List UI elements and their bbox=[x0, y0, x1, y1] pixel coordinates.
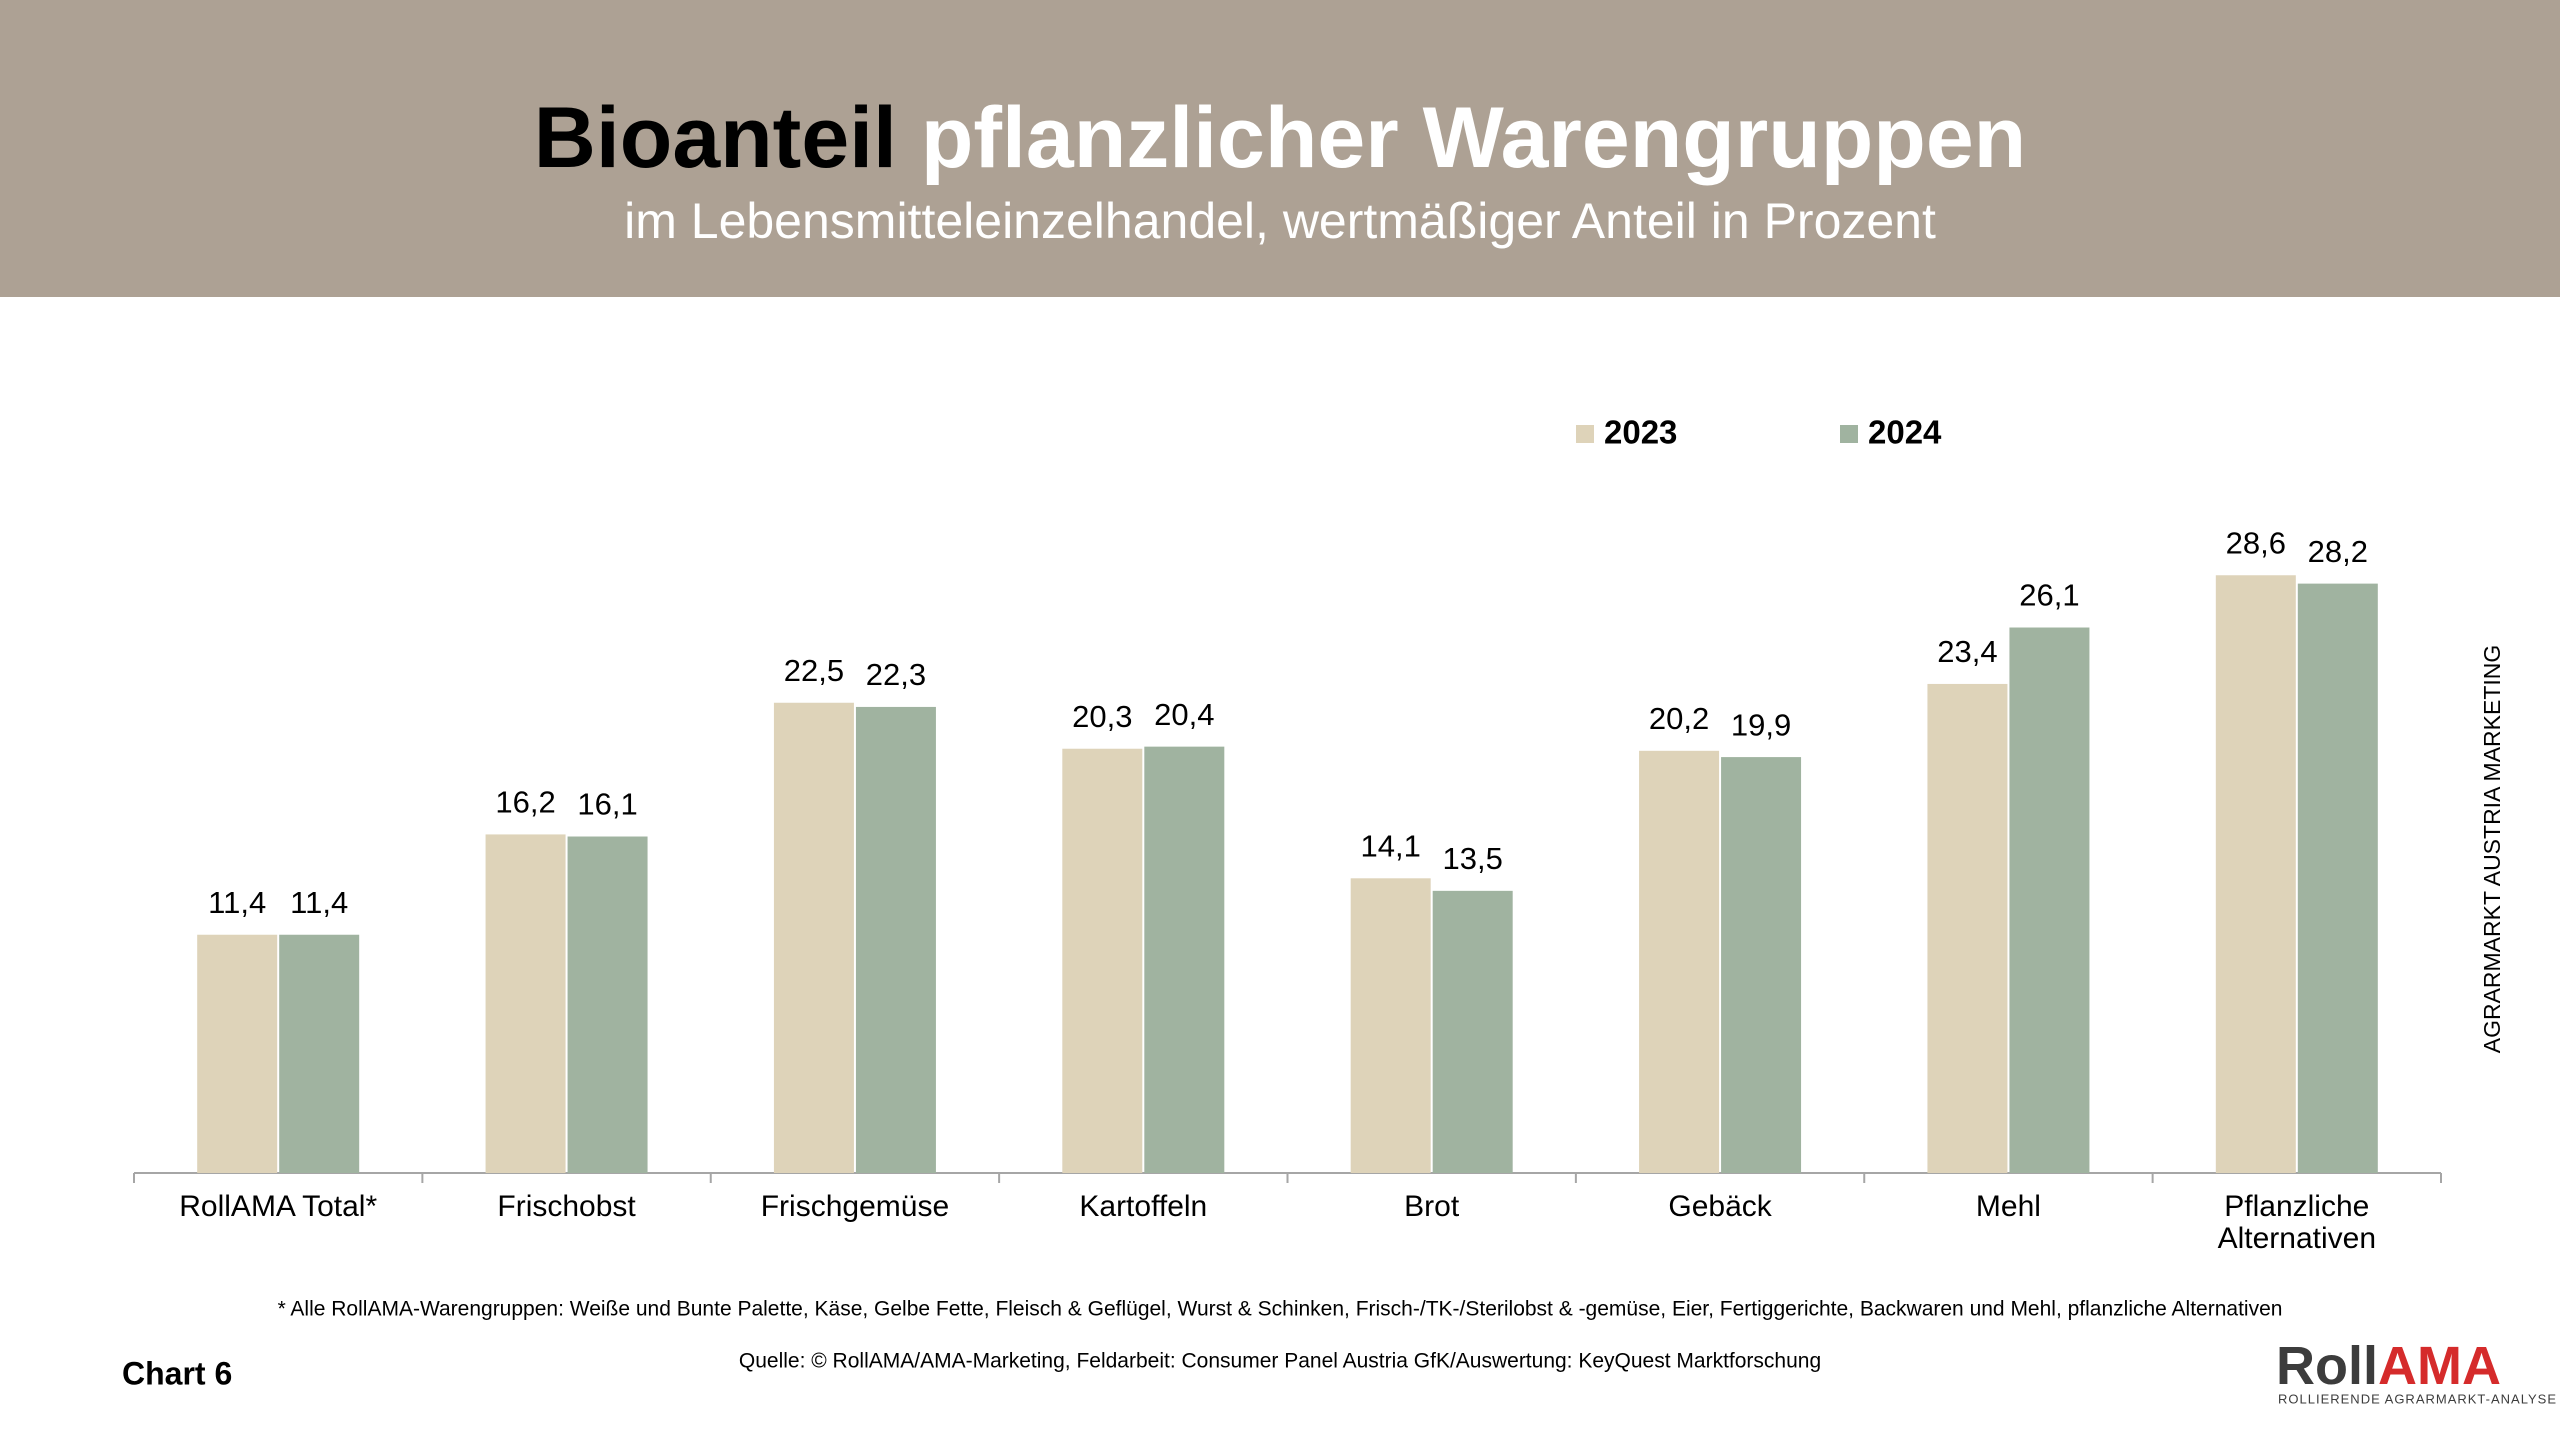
value-label: 19,9 bbox=[1731, 707, 1791, 742]
legend-label: 2024 bbox=[1868, 414, 1942, 451]
bar bbox=[2009, 627, 2090, 1173]
x-tick-label: RollAMA Total* bbox=[179, 1190, 378, 1223]
x-tick-label: Pflanzliche Alternativen bbox=[2217, 1190, 2377, 1255]
header-band bbox=[0, 0, 2560, 297]
footnote: * Alle RollAMA-Warengruppen: Weiße und B… bbox=[278, 1298, 2283, 1321]
value-label: 11,4 bbox=[208, 885, 266, 920]
subtitle: im Lebensmitteleinzelhandel, wertmäßiger… bbox=[624, 193, 1936, 249]
value-label: 13,5 bbox=[1443, 841, 1503, 876]
x-tick-label: Kartoffeln bbox=[1079, 1190, 1208, 1223]
x-tick-label: Gebäck bbox=[1668, 1190, 1772, 1223]
bar bbox=[485, 834, 566, 1173]
logo-roll: Roll bbox=[2276, 1336, 2378, 1396]
value-label: 11,4 bbox=[290, 885, 348, 920]
bar bbox=[1144, 746, 1225, 1173]
value-label: 22,5 bbox=[784, 653, 844, 688]
value-label: 20,2 bbox=[1649, 701, 1709, 736]
chart-title: Bioanteil pflanzlicher Warengruppen bbox=[534, 90, 2026, 186]
value-label: 22,3 bbox=[866, 657, 926, 692]
value-label: 14,1 bbox=[1361, 828, 1421, 863]
bar bbox=[2297, 583, 2378, 1173]
logo: RollAMA bbox=[2276, 1336, 2501, 1396]
bar bbox=[567, 836, 648, 1173]
side-note: AGRARMARKT AUSTRIA MARKETING bbox=[2479, 645, 2505, 1054]
bar bbox=[1927, 683, 2008, 1173]
bar bbox=[1432, 890, 1513, 1173]
bar bbox=[1062, 748, 1143, 1173]
bar bbox=[1350, 878, 1431, 1173]
value-label: 28,2 bbox=[2308, 534, 2368, 569]
bar bbox=[197, 934, 278, 1173]
logo-ama: AMA bbox=[2378, 1336, 2501, 1396]
x-tick-label: Brot bbox=[1404, 1190, 1460, 1223]
value-label: 28,6 bbox=[2226, 525, 2286, 560]
bar bbox=[279, 934, 360, 1173]
legend-swatch bbox=[1840, 425, 1858, 443]
x-tick-label: Frischgemüse bbox=[760, 1190, 950, 1223]
bar bbox=[855, 706, 936, 1173]
value-label: 20,4 bbox=[1154, 697, 1214, 732]
bar bbox=[773, 702, 854, 1173]
value-label: 16,1 bbox=[577, 787, 637, 822]
x-tick-label: Mehl bbox=[1975, 1190, 2041, 1223]
legend-swatch bbox=[1576, 425, 1594, 443]
bar bbox=[1721, 757, 1802, 1173]
bar bbox=[2215, 575, 2296, 1173]
value-label: 23,4 bbox=[1937, 634, 1997, 669]
value-label: 16,2 bbox=[495, 785, 555, 820]
source: Quelle: © RollAMA/AMA-Marketing, Feldarb… bbox=[739, 1350, 1821, 1373]
value-label: 20,3 bbox=[1072, 699, 1132, 734]
title-dark: Bioanteil bbox=[534, 90, 897, 186]
legend-label: 2023 bbox=[1604, 414, 1677, 451]
bar bbox=[1639, 750, 1720, 1173]
value-label: 26,1 bbox=[2019, 578, 2079, 613]
chart-label: Chart 6 bbox=[122, 1355, 232, 1391]
x-tick-label: Frischobst bbox=[497, 1190, 636, 1223]
title-light: pflanzlicher Warengruppen bbox=[921, 90, 2026, 186]
logo-tagline: ROLLIERENDE AGRARMARKT-ANALYSE bbox=[2278, 1391, 2557, 1406]
